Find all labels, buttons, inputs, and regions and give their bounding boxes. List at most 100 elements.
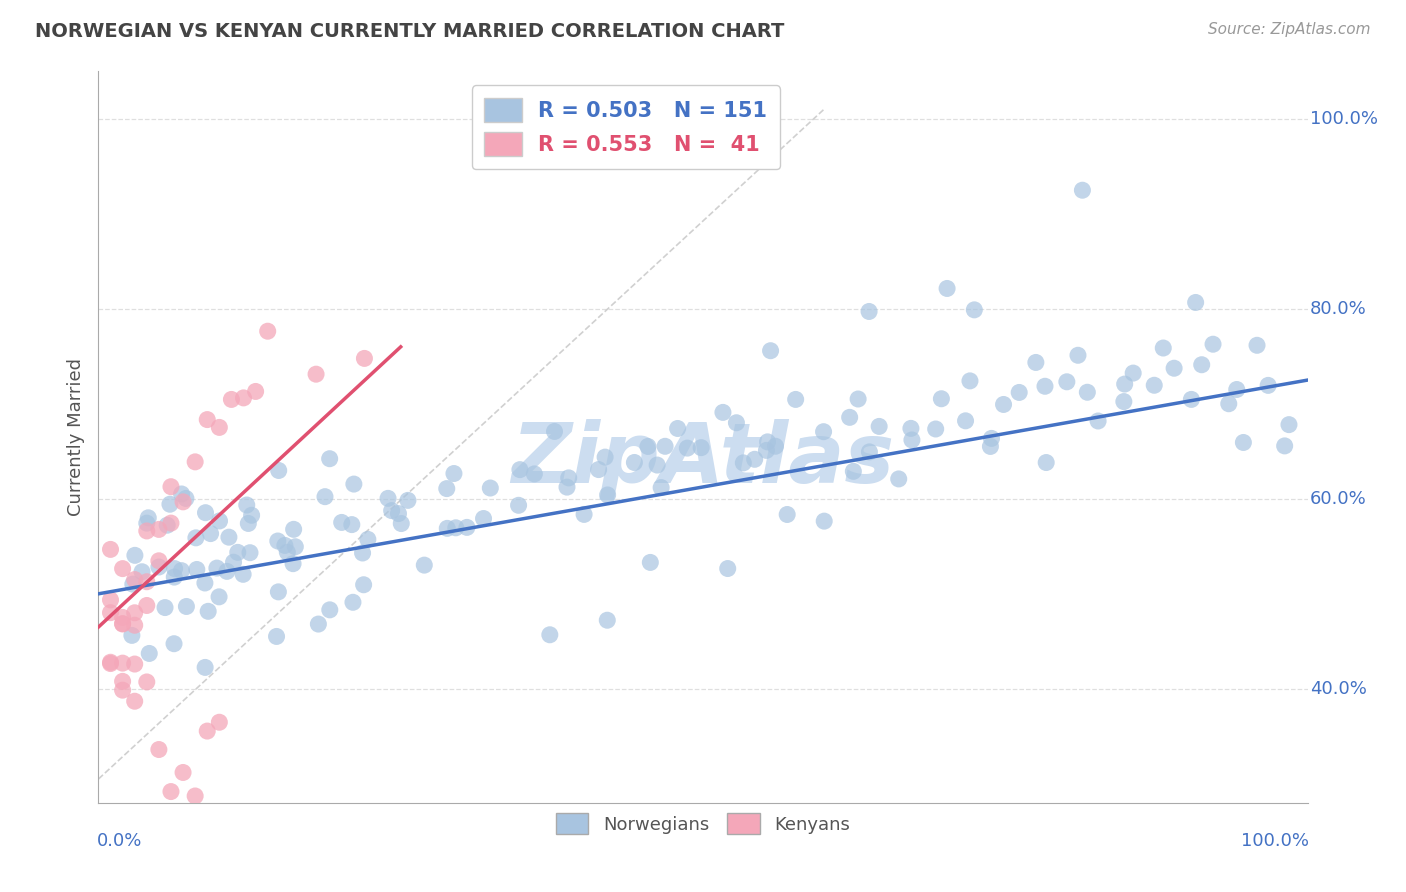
Point (135, 599, 157, 613)
Point (1246, 338, 1268, 352)
Point (645, 458, 668, 472)
Point (163, 570, 186, 584)
Point (100, 657, 122, 671)
Point (136, 511, 159, 525)
Point (172, 765, 194, 780)
Point (111, 656, 134, 670)
Point (813, 425, 835, 439)
Point (963, 302, 986, 317)
Text: Source: ZipAtlas.com: Source: ZipAtlas.com (1208, 22, 1371, 37)
Point (654, 439, 676, 453)
Point (195, 412, 218, 426)
Point (1114, 377, 1136, 392)
Point (1274, 439, 1296, 453)
Point (1067, 348, 1090, 362)
Point (184, 789, 207, 803)
Point (284, 540, 307, 554)
Point (924, 422, 946, 436)
Point (121, 628, 143, 642)
Point (342, 595, 364, 609)
Point (267, 585, 290, 599)
Point (100, 593, 122, 607)
Point (980, 431, 1002, 445)
Point (650, 481, 672, 495)
Point (725, 416, 748, 430)
Point (208, 715, 231, 730)
Point (1035, 456, 1057, 470)
Point (979, 440, 1001, 454)
Point (170, 564, 193, 578)
Point (456, 520, 478, 534)
Point (1008, 385, 1031, 400)
Point (135, 675, 157, 690)
Point (1257, 378, 1279, 392)
Point (901, 433, 924, 447)
Text: 40.0%: 40.0% (1310, 680, 1367, 698)
Point (239, 546, 262, 560)
Point (111, 561, 134, 575)
Point (135, 574, 157, 589)
Point (1152, 341, 1174, 355)
Point (111, 616, 134, 631)
Point (148, 742, 170, 756)
Point (194, 506, 217, 520)
Point (472, 511, 495, 525)
Point (236, 498, 259, 512)
Point (124, 618, 146, 632)
Point (887, 472, 910, 486)
Point (197, 604, 219, 618)
Point (1163, 361, 1185, 376)
Point (555, 480, 578, 494)
Point (232, 391, 254, 405)
Point (111, 617, 134, 632)
Point (314, 490, 336, 504)
Point (1056, 375, 1078, 389)
Point (523, 467, 546, 481)
Point (307, 617, 329, 632)
Point (153, 600, 176, 615)
Point (858, 445, 880, 459)
Point (111, 674, 134, 689)
Point (711, 405, 734, 419)
Point (222, 555, 245, 569)
Point (936, 281, 959, 295)
Point (1232, 435, 1254, 450)
Point (184, 531, 207, 545)
Point (387, 507, 409, 521)
Point (543, 425, 565, 439)
Point (1180, 392, 1202, 407)
Point (444, 521, 467, 535)
Point (267, 534, 290, 549)
Point (148, 523, 170, 537)
Point (176, 599, 198, 614)
Text: 60.0%: 60.0% (1310, 490, 1367, 508)
Point (194, 660, 217, 674)
Point (240, 508, 263, 523)
Point (100, 655, 122, 669)
Point (396, 493, 419, 508)
Y-axis label: Currently Married: Currently Married (66, 358, 84, 516)
Point (838, 410, 860, 425)
Point (900, 421, 922, 435)
Point (352, 546, 374, 560)
Point (353, 351, 375, 366)
Point (690, 441, 713, 455)
Point (676, 441, 699, 455)
Point (343, 477, 366, 491)
Point (100, 606, 122, 620)
Point (479, 481, 502, 495)
Text: ZipAtlas: ZipAtlas (512, 418, 894, 500)
Point (1025, 355, 1047, 369)
Point (124, 606, 146, 620)
Point (195, 724, 218, 739)
Point (623, 455, 645, 469)
Point (266, 630, 288, 644)
Point (993, 397, 1015, 411)
Point (1226, 383, 1249, 397)
Point (572, 508, 595, 522)
Point (184, 455, 207, 469)
Point (111, 610, 134, 624)
Point (256, 324, 278, 338)
Point (174, 491, 197, 506)
Point (124, 657, 146, 671)
